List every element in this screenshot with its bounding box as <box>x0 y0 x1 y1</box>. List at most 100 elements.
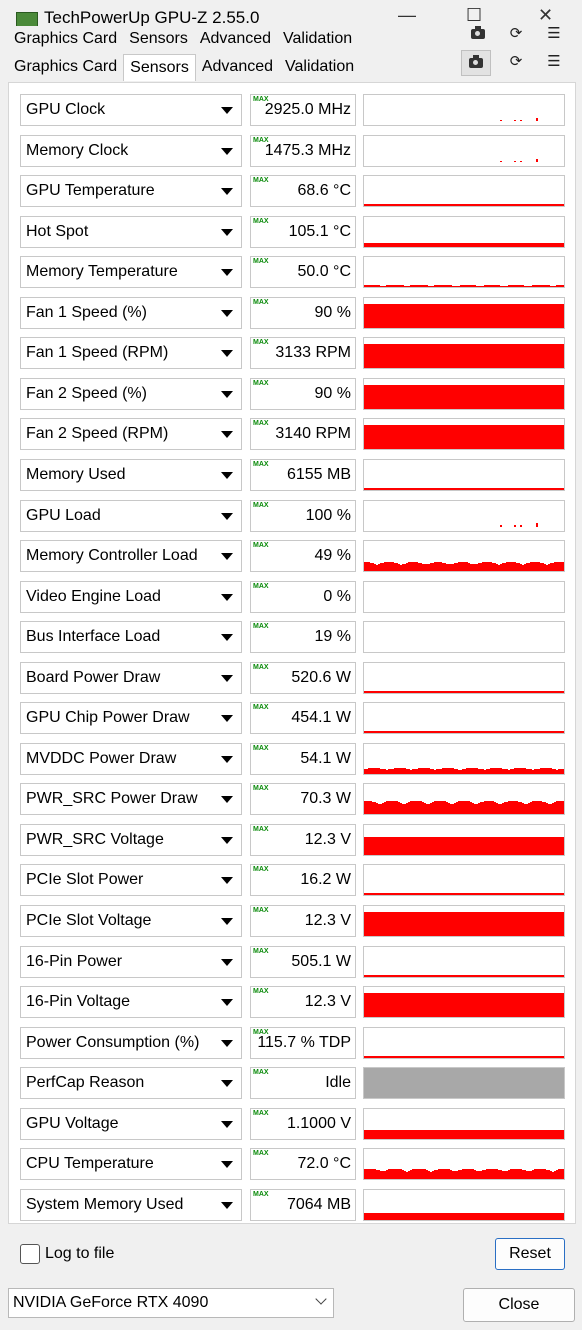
sensor-name-dropdown[interactable]: GPU Temperature <box>20 175 242 207</box>
tab-validation[interactable]: Validation <box>279 54 361 80</box>
tab-validation-ghost[interactable]: Validation <box>277 26 359 52</box>
graph-spike <box>516 285 518 287</box>
sensor-value: 49 % <box>314 547 351 564</box>
sensor-name-dropdown[interactable]: CPU Temperature <box>20 1148 242 1180</box>
sensor-value-box[interactable]: MAX 6155 MB <box>250 459 356 491</box>
sensor-value-box[interactable]: MAX 90 % <box>250 378 356 410</box>
sensor-value-box[interactable]: MAX 54.1 W <box>250 743 356 775</box>
tab-advanced-ghost[interactable]: Advanced <box>193 26 278 52</box>
sensor-value-box[interactable]: MAX 16.2 W <box>250 864 356 896</box>
graph-spike <box>418 801 420 814</box>
sensor-name-dropdown[interactable]: Fan 2 Speed (RPM) <box>20 418 242 450</box>
graph-spike <box>442 1169 444 1179</box>
sensor-name-dropdown[interactable]: Fan 1 Speed (%) <box>20 297 242 329</box>
sensor-value-box[interactable]: MAX 90 % <box>250 297 356 329</box>
graph-spike <box>416 562 418 571</box>
refresh-icon-ghost[interactable]: ⟳ <box>509 25 523 42</box>
tab-graphics-card-ghost[interactable]: Graphics Card <box>8 26 124 52</box>
minimize-button[interactable]: — <box>398 5 416 25</box>
sensor-name-dropdown[interactable]: GPU Chip Power Draw <box>20 702 242 734</box>
screenshot-camera-icon-ghost[interactable] <box>464 22 492 46</box>
sensor-name-dropdown[interactable]: Video Engine Load <box>20 581 242 613</box>
sensor-name-dropdown[interactable]: Hot Spot <box>20 216 242 248</box>
sensor-name-dropdown[interactable]: GPU Load <box>20 500 242 532</box>
sensor-name-dropdown[interactable]: Memory Controller Load <box>20 540 242 572</box>
sensor-name-dropdown[interactable]: Fan 1 Speed (RPM) <box>20 337 242 369</box>
sensor-value-box[interactable]: MAX Idle <box>250 1067 356 1099</box>
sensor-name-dropdown[interactable]: PerfCap Reason <box>20 1067 242 1099</box>
graph-spike <box>466 768 468 774</box>
sensor-value-box[interactable]: MAX 105.1 °C <box>250 216 356 248</box>
graph-spike <box>484 1170 486 1179</box>
sensor-name-dropdown[interactable]: 16-Pin Voltage <box>20 986 242 1018</box>
sensor-name-dropdown[interactable]: Bus Interface Load <box>20 621 242 653</box>
sensor-value-box[interactable]: MAX 68.6 °C <box>250 175 356 207</box>
sensor-value-box[interactable]: MAX 12.3 V <box>250 905 356 937</box>
sensor-value-box[interactable]: MAX 520.6 W <box>250 662 356 694</box>
tab-graphics-card[interactable]: Graphics Card <box>8 54 124 80</box>
tab-advanced[interactable]: Advanced <box>195 54 280 80</box>
sensor-value-box[interactable]: MAX 3140 RPM <box>250 418 356 450</box>
sensor-name-dropdown[interactable]: PWR_SRC Power Draw <box>20 783 242 815</box>
refresh-icon[interactable]: ⟳ <box>509 53 523 70</box>
tab-sensors[interactable]: Sensors <box>123 54 196 81</box>
sensor-value-box[interactable]: MAX 0 % <box>250 581 356 613</box>
sensor-name-dropdown[interactable]: GPU Voltage <box>20 1108 242 1140</box>
sensor-name-dropdown[interactable]: System Memory Used <box>20 1189 242 1221</box>
sensor-value-box[interactable]: MAX 70.3 W <box>250 783 356 815</box>
sensor-name-dropdown[interactable]: 16-Pin Power <box>20 946 242 978</box>
sensor-value: 12.3 V <box>304 912 351 929</box>
sensor-value-box[interactable]: MAX 49 % <box>250 540 356 572</box>
graph-spike <box>524 768 526 774</box>
sensor-value-box[interactable]: MAX 1.1000 V <box>250 1108 356 1140</box>
sensor-name-dropdown[interactable]: PCIe Slot Power <box>20 864 242 896</box>
sensor-name-dropdown[interactable]: PCIe Slot Voltage <box>20 905 242 937</box>
sensor-name-dropdown[interactable]: Memory Used <box>20 459 242 491</box>
graph-spike <box>532 770 534 774</box>
sensor-name-dropdown[interactable]: PWR_SRC Voltage <box>20 824 242 856</box>
graph-spike <box>432 563 434 571</box>
graph-spike <box>402 285 404 287</box>
sensor-value-box[interactable]: MAX 2925.0 MHz <box>250 94 356 126</box>
sensor-name-dropdown[interactable]: Memory Clock <box>20 135 242 167</box>
graph-spike <box>462 285 464 287</box>
graph-spike <box>548 804 550 814</box>
menu-icon[interactable]: ☰ <box>547 53 561 70</box>
graph-spike <box>368 562 370 571</box>
sensor-value-box[interactable]: MAX 100 % <box>250 500 356 532</box>
sensor-value-box[interactable]: MAX 19 % <box>250 621 356 653</box>
sensor-value-box[interactable]: MAX 3133 RPM <box>250 337 356 369</box>
sensor-name-dropdown[interactable]: GPU Clock <box>20 94 242 126</box>
sensor-value-box[interactable]: MAX 1475.3 MHz <box>250 135 356 167</box>
sensor-value-box[interactable]: MAX 505.1 W <box>250 946 356 978</box>
menu-icon-ghost[interactable]: ☰ <box>547 25 561 42</box>
gpu-select-dropdown[interactable]: NVIDIA GeForce RTX 4090 <box>8 1288 334 1318</box>
sensor-name-dropdown[interactable]: Power Consumption (%) <box>20 1027 242 1059</box>
sensor-name-dropdown[interactable]: Fan 2 Speed (%) <box>20 378 242 410</box>
reset-button[interactable]: Reset <box>495 1238 565 1270</box>
sensor-name-dropdown[interactable]: Memory Temperature <box>20 256 242 288</box>
log-to-file-checkbox[interactable] <box>20 1244 40 1264</box>
dropdown-arrow-icon <box>221 269 233 276</box>
sensor-value-box[interactable]: MAX 72.0 °C <box>250 1148 356 1180</box>
close-button[interactable]: Close <box>463 1288 575 1322</box>
graph-spike <box>492 285 494 287</box>
sensor-value-box[interactable]: MAX 12.3 V <box>250 824 356 856</box>
graph-spike <box>418 1169 420 1179</box>
graph-spike <box>398 1169 400 1179</box>
sensor-name-dropdown[interactable]: Board Power Draw <box>20 662 242 694</box>
close-window-button[interactable]: ✕ <box>538 5 554 25</box>
graph-fill <box>364 204 564 206</box>
screenshot-camera-icon[interactable] <box>461 50 491 76</box>
tab-sensors-ghost[interactable]: Sensors <box>123 26 194 52</box>
sensor-value-box[interactable]: MAX 50.0 °C <box>250 256 356 288</box>
sensor-value-box[interactable]: MAX 454.1 W <box>250 702 356 734</box>
maximize-button[interactable]: ☐ <box>466 5 483 25</box>
graph-spike <box>386 562 388 571</box>
sensor-value-box[interactable]: MAX 7064 MB <box>250 1189 356 1221</box>
graph-spike <box>494 285 496 287</box>
sensor-value-box[interactable]: MAX 12.3 V <box>250 986 356 1018</box>
graph-spike <box>408 802 410 814</box>
sensor-name-dropdown[interactable]: MVDDC Power Draw <box>20 743 242 775</box>
sensor-value-box[interactable]: MAX 115.7 % TDP <box>250 1027 356 1059</box>
